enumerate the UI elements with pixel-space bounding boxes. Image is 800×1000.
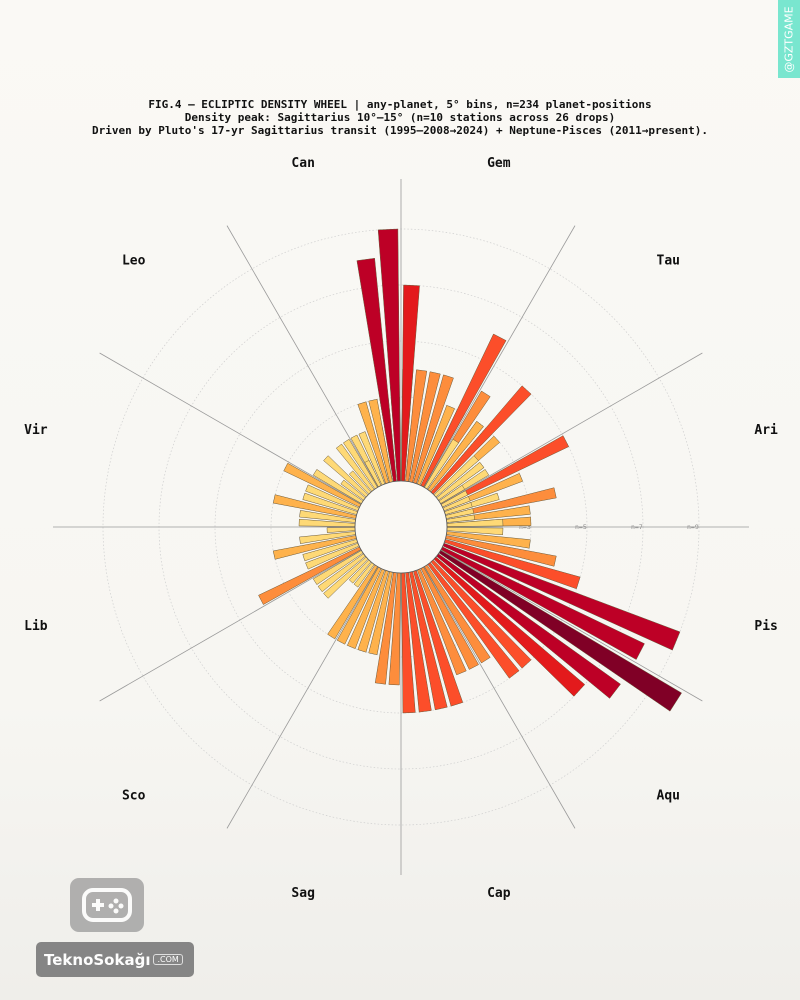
sign-label-sag: Sag	[291, 886, 314, 901]
gamepad-icon	[70, 878, 144, 932]
sign-boundary-spoke	[400, 352, 703, 528]
sign-label-tau: Tau	[657, 254, 680, 269]
sign-boundary-spoke	[400, 526, 703, 702]
sign-label-sco: Sco	[122, 788, 146, 803]
polar-grid: n=3 n=5 n=7 n=9	[53, 179, 749, 875]
sign-boundary-spoke	[226, 526, 402, 829]
brand-suffix: .COM	[153, 954, 183, 965]
chart-title-line-3: Driven by Pluto's 17-yr Sagittarius tran…	[92, 124, 708, 137]
sign-label-lib: Lib	[24, 619, 48, 634]
sign-boundary-spoke	[226, 225, 402, 528]
chart-title-line-2: Density peak: Sagittarius 10°–15° (n=10 …	[185, 111, 615, 124]
sign-label-pis: Pis	[754, 619, 777, 634]
sign-boundary-spoke	[99, 526, 402, 702]
sign-label-ari: Ari	[754, 423, 778, 438]
brand-name: TeknoSokağı	[44, 950, 151, 969]
sign-labels: Ari Tau Gem Can Leo Vir Lib Sco Sag Cap Aqu Pis	[24, 156, 778, 901]
chart-title-line-1: FIG.4 — ECLIPTIC DENSITY WHEEL | any-pla…	[148, 98, 651, 111]
density-bars	[258, 228, 682, 714]
brand-watermark: TeknoSokağı .COM	[36, 942, 194, 977]
sign-boundary-spoke	[99, 352, 402, 528]
sign-label-cap: Cap	[487, 886, 511, 901]
center-hole	[354, 480, 448, 574]
sign-label-aqu: Aqu	[657, 788, 680, 803]
sign-boundary-spoke	[400, 225, 576, 528]
corner-tag: @GZTGAME	[778, 0, 800, 78]
sign-label-can: Can	[291, 156, 314, 171]
sign-label-gem: Gem	[487, 156, 511, 171]
sign-boundary-spoke	[400, 526, 576, 829]
sign-label-leo: Leo	[122, 254, 146, 269]
sign-label-vir: Vir	[24, 423, 48, 438]
